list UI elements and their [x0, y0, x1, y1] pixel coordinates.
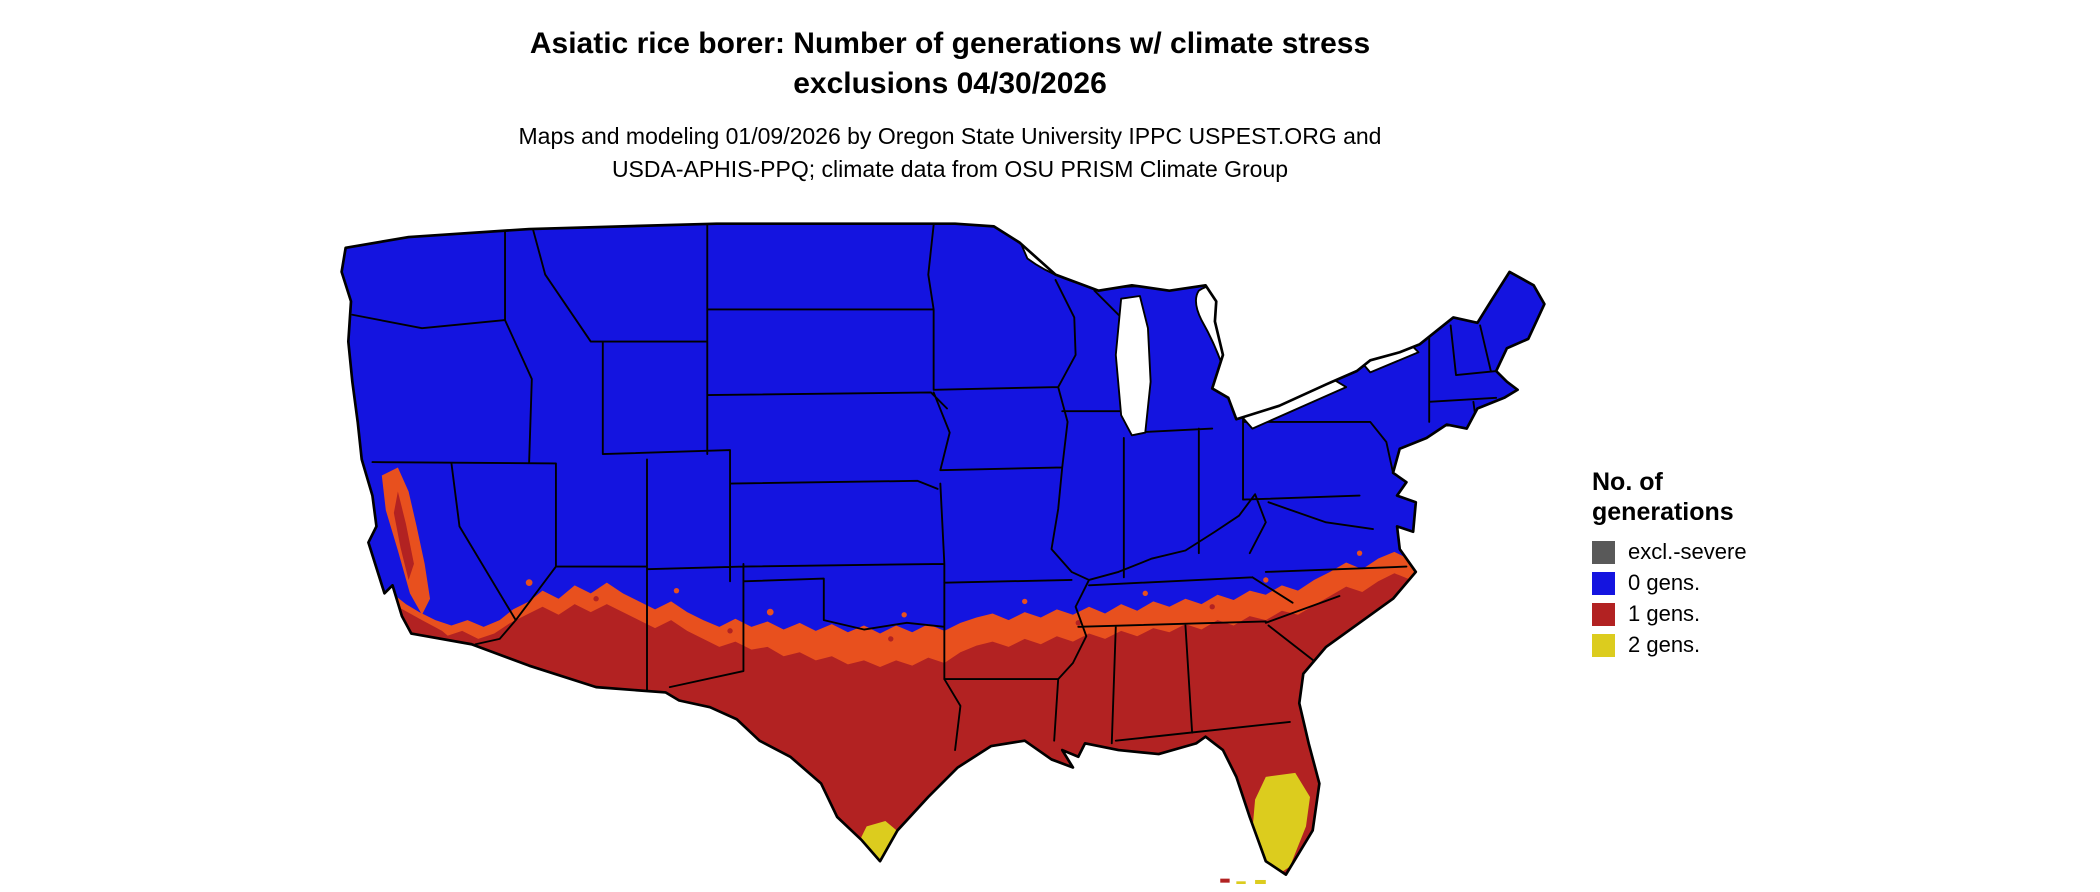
- legend-title-line2: generations: [1592, 497, 1734, 526]
- legend-title-line1: No. of: [1592, 468, 1663, 496]
- us-generations-map: [328, 221, 1554, 884]
- page-title-line1: Asiatic rice borer: Number of generation…: [529, 27, 1371, 60]
- state-borders: [351, 224, 1498, 751]
- legend-item-0-gens: 0 gens.: [1592, 570, 1747, 596]
- lake-michigan: [1114, 295, 1152, 437]
- legend-title: No. of generations: [1592, 468, 1747, 527]
- legend-label-1-gens: 1 gens.: [1628, 601, 1701, 626]
- page-title-line2: exclusions 04/30/2026: [793, 66, 1107, 100]
- page-title: Asiatic rice borer: Number of generation…: [0, 24, 1900, 104]
- zone-california-valley-one-gen: [393, 491, 414, 580]
- page-subtitle: Maps and modeling 01/09/2026 by Oregon S…: [0, 120, 1900, 187]
- page-subtitle-line2: USDA-APHIS-PPQ; climate data from OSU PR…: [611, 156, 1289, 183]
- legend-swatch-2-gens: [1592, 633, 1615, 657]
- speckles-one-gen: [593, 596, 1215, 642]
- map-legend: No. of generations excl.-severe 0 gens. …: [1592, 468, 1747, 663]
- us-map-svg: [340, 222, 1546, 884]
- legend-item-excl-severe: excl.-severe: [1592, 539, 1747, 565]
- speckles-transition: [525, 550, 1363, 618]
- legend-swatch-1-gens: [1592, 602, 1615, 626]
- legend-swatch-excl-severe: [1592, 540, 1615, 564]
- zone-socal-one-gen: [395, 606, 452, 642]
- legend-label-2-gens: 2 gens.: [1628, 632, 1701, 657]
- legend-label-0-gens: 0 gens.: [1628, 570, 1701, 595]
- legend-label-excl-severe: excl.-severe: [1628, 539, 1747, 564]
- legend-swatch-0-gens: [1592, 571, 1615, 595]
- zone-two-generations-florida: [1252, 772, 1311, 875]
- legend-item-1-gens: 1 gens.: [1592, 601, 1747, 627]
- legend-item-2-gens: 2 gens.: [1592, 632, 1747, 658]
- florida-keys: [1220, 878, 1266, 884]
- us-outline: [340, 222, 1546, 876]
- page-subtitle-line1: Maps and modeling 01/09/2026 by Oregon S…: [518, 123, 1382, 149]
